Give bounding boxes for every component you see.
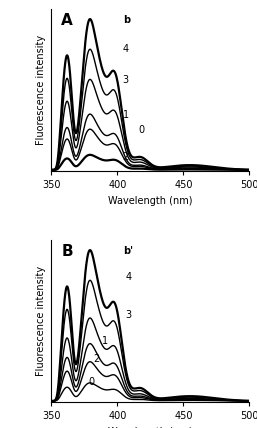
Y-axis label: Fluorescence intensity: Fluorescence intensity [36,266,46,376]
Text: A: A [61,13,73,28]
Text: 3: 3 [123,74,129,85]
Text: 2: 2 [123,152,129,162]
Text: 3: 3 [125,310,131,321]
X-axis label: Wavelength (nm): Wavelength (nm) [108,196,192,206]
Text: 4: 4 [123,44,129,54]
Text: 0: 0 [139,125,145,134]
Y-axis label: Fluorescence intensity: Fluorescence intensity [36,35,46,145]
Text: 4: 4 [125,272,131,282]
Text: 2: 2 [94,354,100,364]
Text: b': b' [123,246,133,256]
Text: 1: 1 [102,336,108,346]
Text: b: b [123,15,130,25]
Text: 0: 0 [88,377,95,387]
Text: 1: 1 [123,110,129,120]
Text: B: B [61,244,73,259]
X-axis label: Wavelength (nm): Wavelength (nm) [108,427,192,428]
